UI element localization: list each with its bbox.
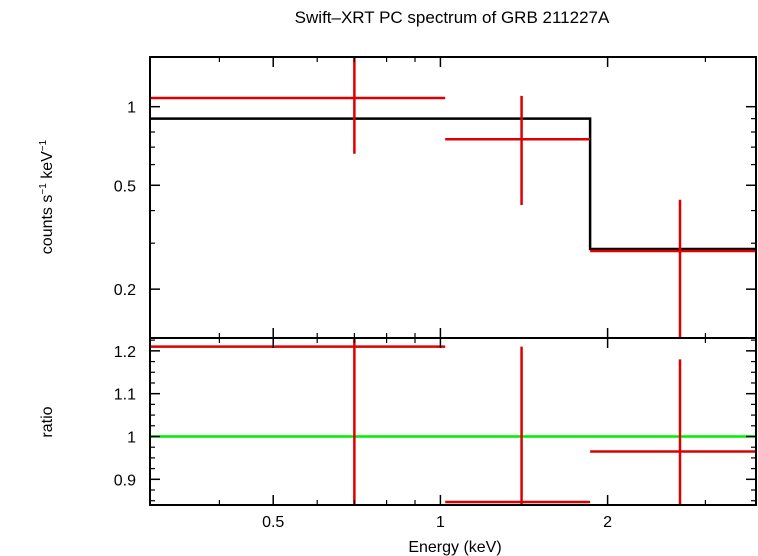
- data-point-1: [150, 57, 446, 154]
- y-tick-label: 1.1: [114, 387, 136, 404]
- model-step-line: [150, 117, 756, 251]
- data-point-3: [590, 199, 756, 338]
- y-tick-label: 0.2: [114, 282, 136, 299]
- ratio-point-3: [590, 359, 756, 505]
- y-axis-label-ratio: ratio: [39, 406, 56, 437]
- y-axis-label-spectrum: counts s−1 keV−1: [38, 139, 56, 254]
- data-point-2: [445, 95, 591, 206]
- y-tick-label: 1: [127, 100, 136, 117]
- ratio-panel: 0.9 1 1.1 1.2: [114, 337, 757, 506]
- chart-title: Swift–XRT PC spectrum of GRB 211227A: [295, 8, 610, 27]
- ratio-point-2: [445, 346, 591, 505]
- y-tick-label: 0.5: [114, 178, 136, 195]
- spectrum-panel: 0.2 0.5 1: [114, 56, 757, 339]
- y-tick-label: 1: [127, 429, 136, 446]
- ratio-panel-frame: [149, 337, 757, 506]
- x-axis-label: Energy (keV): [408, 539, 501, 556]
- y-tick-label: 1.2: [114, 344, 136, 361]
- y-tick-label: 0.9: [114, 472, 136, 489]
- x-tick-label: 1: [436, 514, 445, 531]
- x-tick-label: 0.5: [262, 514, 284, 531]
- ratio-point-1: [150, 338, 446, 505]
- x-tick-label: 2: [603, 514, 612, 531]
